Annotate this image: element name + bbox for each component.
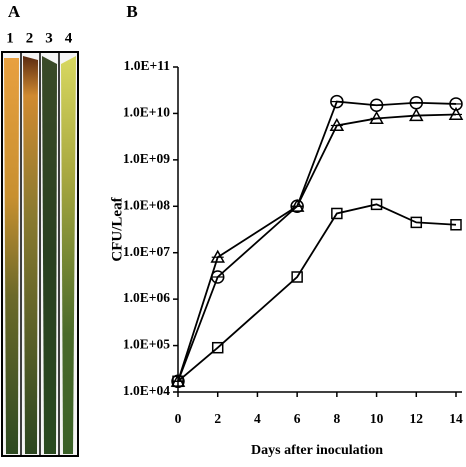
leaf-photo xyxy=(1,51,79,457)
leaf xyxy=(61,56,76,454)
series-line xyxy=(177,203,457,382)
y-tick-label: 1.0E+06 xyxy=(123,290,170,305)
square-marker xyxy=(331,207,343,220)
x-tick-label: 6 xyxy=(294,411,301,426)
y-axis-label: CFU/Leaf xyxy=(109,196,125,261)
y-tick-label: 1.0E+05 xyxy=(123,337,170,352)
y-tick-label: 1.0E+11 xyxy=(124,58,171,73)
square-marker xyxy=(172,375,184,388)
square-marker xyxy=(211,341,224,354)
leaf xyxy=(23,56,38,454)
x-tick-label: 0 xyxy=(175,411,182,426)
lane-label: 2 xyxy=(26,30,34,46)
y-tick-label: 1.0E+07 xyxy=(123,244,170,259)
y-tick-label: 1.0E+09 xyxy=(123,151,170,166)
panel-label: A xyxy=(8,2,21,21)
series-line xyxy=(177,100,457,382)
x-tick-label: 10 xyxy=(370,411,384,426)
square-marker xyxy=(410,216,423,229)
x-tick-label: 12 xyxy=(410,411,424,426)
square-marker xyxy=(450,219,462,231)
leaf xyxy=(42,56,57,454)
x-tick-label: 4 xyxy=(254,411,261,426)
x-axis-label: Days after inoculation xyxy=(251,443,383,458)
lane-label: 1 xyxy=(6,30,14,46)
square-marker xyxy=(291,271,303,283)
y-tick-label: 1.0E+08 xyxy=(123,197,170,212)
y-tick-label: 1.0E+10 xyxy=(123,105,170,120)
x-tick-label: 8 xyxy=(333,411,340,426)
lane-label: 3 xyxy=(45,30,53,46)
panel-label: B xyxy=(126,2,137,21)
leaf xyxy=(4,58,19,454)
x-tick-label: 14 xyxy=(449,411,463,426)
square-marker xyxy=(370,198,383,211)
lane-label: 4 xyxy=(65,30,73,46)
y-tick-label: 1.0E+04 xyxy=(123,383,170,398)
x-tick-label: 2 xyxy=(214,411,221,426)
